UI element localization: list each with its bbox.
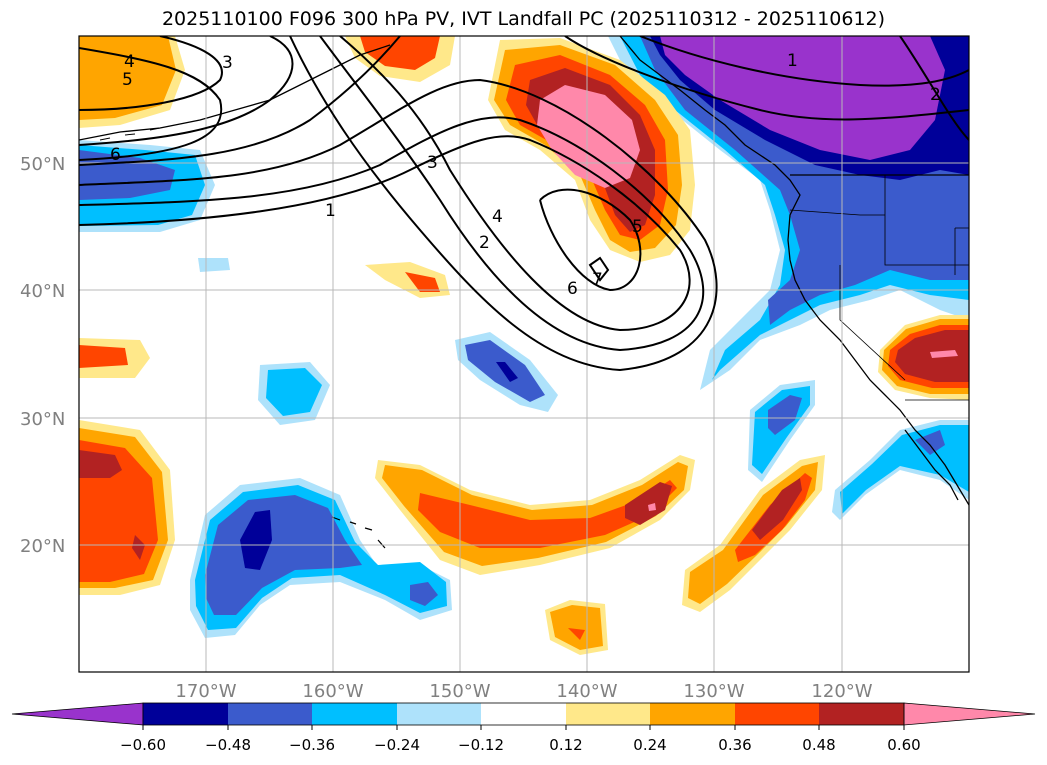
colorbar-frame: [142, 702, 905, 726]
colorbar-bin: [228, 703, 312, 725]
colorbar: −0.60 −0.48 −0.36 −0.24 −0.12 0.12 0.24 …: [11, 702, 1036, 754]
state-border-4: [954, 227, 969, 275]
pv-contours: [79, 36, 969, 372]
contour-label: 5: [122, 70, 133, 90]
baja-peninsula: [904, 429, 959, 501]
anomaly-redorange-band: [418, 480, 677, 548]
colorbar-tick-label: −0.48: [205, 736, 251, 754]
anomaly-firebrick-southeast: [752, 478, 802, 540]
contour-label: 7: [592, 270, 603, 290]
colorbar-tick-label: −0.12: [458, 736, 504, 754]
colorbar-tick-label: 0.60: [887, 736, 920, 754]
colorbar-max-arrow: [903, 702, 1036, 726]
lon-label: 140°W: [556, 681, 617, 702]
contour-label: 3: [222, 53, 233, 73]
colorbar-bin: [735, 703, 819, 725]
anomaly-blue-hawaii-2: [410, 582, 438, 606]
anomaly-firebrick-band: [625, 482, 672, 525]
lat-label: 50°N: [20, 154, 65, 175]
contour-label: 1: [787, 51, 798, 71]
lon-label: 170°W: [175, 681, 236, 702]
gridlines: [79, 36, 969, 672]
anomaly-purple-northeast: [660, 36, 945, 160]
colorbar-min-arrow: [11, 702, 144, 726]
colorbar-bin: [650, 703, 735, 725]
contour-label: 5: [632, 217, 643, 237]
colorbar-tick-label: −0.60: [120, 736, 166, 754]
contour-label: 2: [930, 85, 941, 105]
anomaly-orange-small-south: [550, 605, 603, 650]
anomaly-orange-band: [382, 462, 688, 566]
pv-contour: [79, 36, 718, 372]
hawaii-islands: [331, 516, 386, 549]
lat-label: 40°N: [20, 281, 65, 302]
anomaly-firebrick-southwest: [79, 450, 122, 478]
lon-label: 160°W: [302, 681, 363, 702]
colorbar-tick-label: −0.36: [289, 736, 335, 754]
colorbar-tick-label: 0.48: [802, 736, 835, 754]
pv-contour: [79, 36, 294, 146]
map-title: 2025110100 F096 300 hPa PV, IVT Landfall…: [161, 8, 886, 30]
lon-label: 130°W: [683, 681, 744, 702]
anomaly-blue-hawaii: [205, 495, 362, 615]
contour-label: 2: [479, 233, 490, 253]
north-america-coast: [619, 36, 969, 506]
anomaly-blue-southeast: [768, 395, 802, 435]
colorbar-bin: [312, 703, 397, 725]
colorbar-bin: [481, 703, 566, 725]
pv-contour: [539, 188, 642, 292]
contour-label: 1: [325, 201, 336, 221]
anomaly-navy-hawaii: [240, 510, 272, 570]
state-border-1: [789, 209, 885, 216]
colorbar-tick-label: 0.12: [549, 736, 582, 754]
contour-label: 3: [427, 153, 438, 173]
lat-label: 30°N: [20, 409, 65, 430]
lat-label: 20°N: [20, 536, 65, 557]
pv-contour: [79, 36, 223, 111]
aleutians: [99, 127, 161, 141]
lon-label: 150°W: [429, 681, 490, 702]
latitude-labels: 50°N 40°N 30°N 20°N: [20, 154, 65, 557]
anomaly-redorange-top: [360, 36, 440, 70]
pv-contour: [588, 256, 610, 282]
colorbar-bin: [566, 703, 650, 725]
anomaly-firebrick-southwest-2: [132, 535, 145, 560]
state-border-3: [839, 265, 906, 381]
pv-contour: [899, 36, 969, 141]
anomaly-small-cyan-4: [198, 258, 230, 272]
anomaly-small-navy-3: [496, 362, 518, 382]
colorbar-bin: [819, 703, 904, 725]
anomaly-orange-northwest: [79, 36, 176, 120]
pv-contour: [79, 36, 401, 166]
anomaly-pink-arizona: [930, 350, 958, 358]
pv-contour: [639, 36, 969, 87]
longitude-labels: 170°W 160°W 150°W 140°W 130°W 120°W: [175, 681, 872, 702]
pv-contour: [79, 47, 223, 161]
anomaly-small-orange-2-core: [405, 272, 440, 292]
pv-contour: [79, 36, 691, 332]
coastlines: [79, 36, 969, 549]
anomaly-small-west-redorange: [79, 345, 128, 368]
colorbar-bin: [397, 703, 481, 725]
contour-label: 6: [567, 279, 578, 299]
map-frame: [78, 35, 970, 673]
colorbar-bin: [143, 703, 228, 725]
lon-label: 120°W: [811, 681, 872, 702]
colorbar-tick-label: 0.24: [633, 736, 666, 754]
anomaly-blue-baja: [915, 430, 945, 455]
contour-label: 4: [124, 52, 135, 72]
colorbar-tick-label: −0.24: [374, 736, 420, 754]
contour-label: 6: [110, 145, 121, 165]
anomaly-redorange-small-south: [568, 628, 585, 640]
anomaly-small-cyan-1-core: [266, 368, 322, 416]
contour-labels: 4 5 6 3 1 3 4 2 6 7 5 1 2: [110, 51, 941, 299]
state-border-2: [884, 175, 969, 266]
alaska-coast: [79, 44, 391, 141]
anomaly-pink-band: [648, 503, 656, 511]
pv-contour: [564, 36, 969, 121]
colorbar-tick-label: 0.36: [718, 736, 751, 754]
contour-label: 4: [492, 207, 503, 227]
pv-contour: [79, 36, 705, 352]
